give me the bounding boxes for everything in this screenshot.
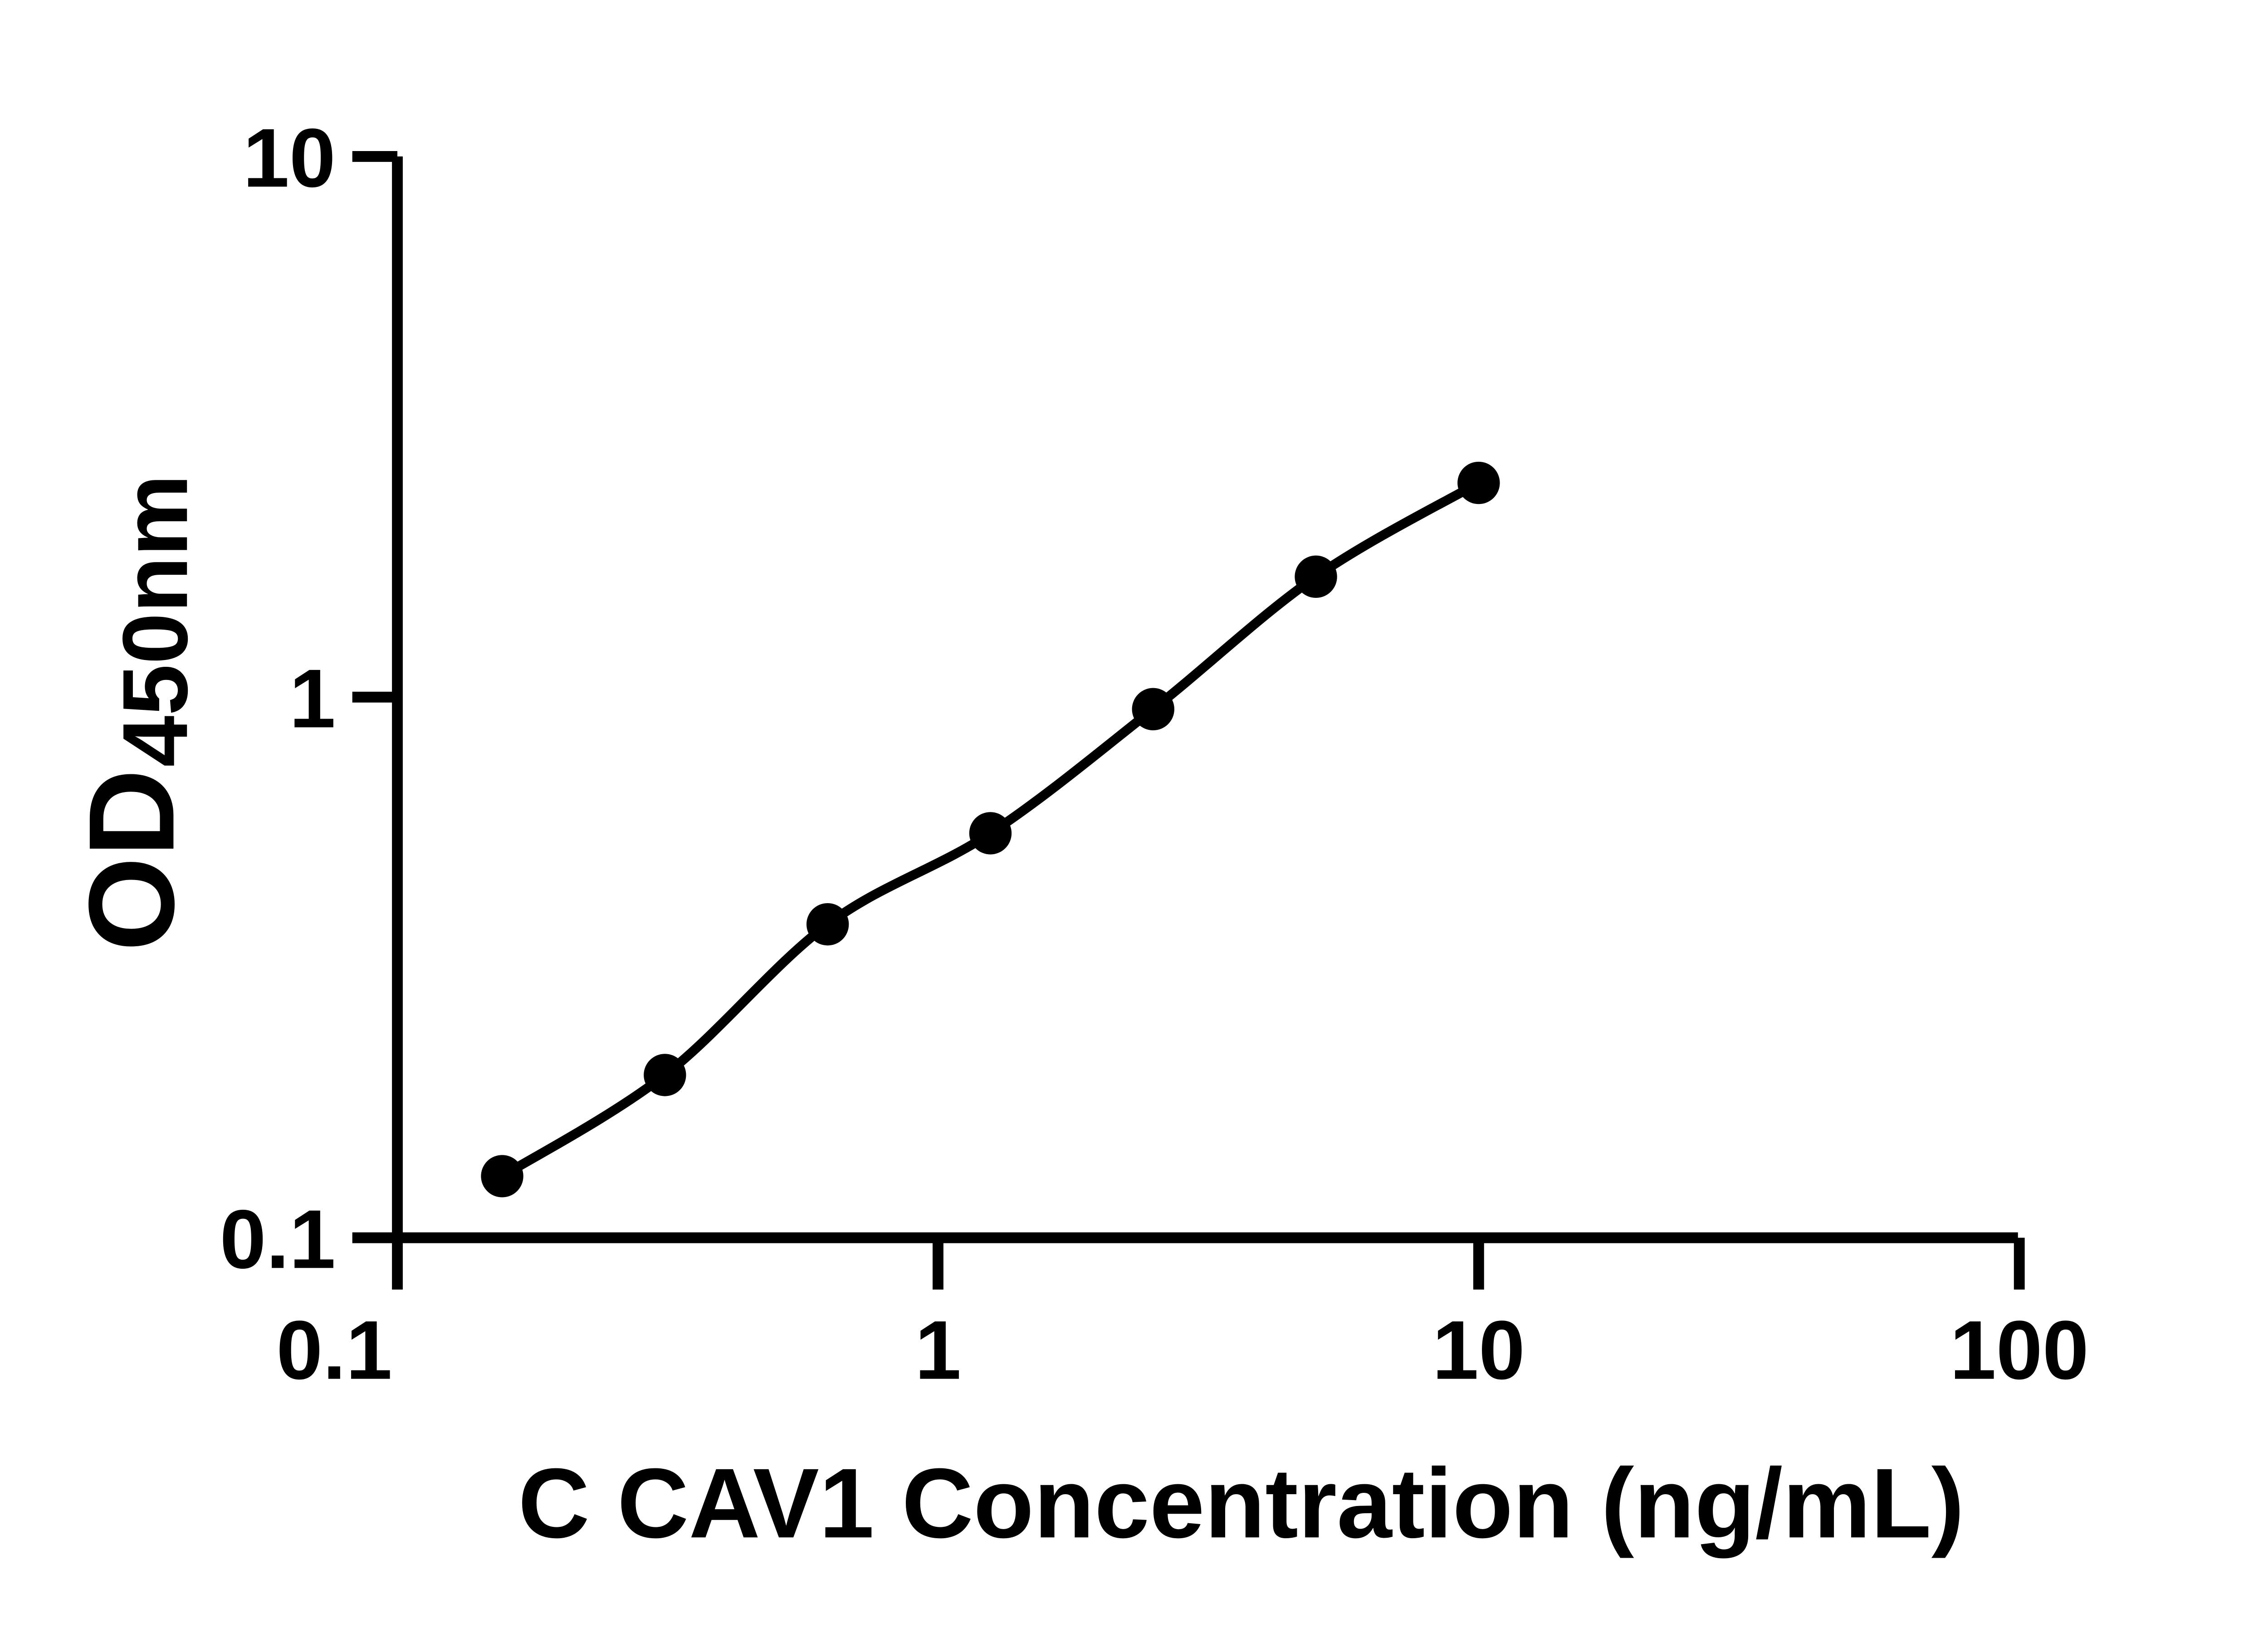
y-axis-tick-labels: 0.1 1 10: [220, 111, 336, 1286]
y-tick-label: 0.1: [220, 1193, 336, 1286]
data-point-marker: [481, 1155, 523, 1198]
axes-frame: [392, 156, 2018, 1243]
y-tick-label: 1: [289, 652, 336, 745]
y-axis-title-sub: 450nm: [104, 474, 207, 767]
y-axis-title-main: OD: [63, 769, 199, 951]
data-point-marker: [1457, 461, 1500, 504]
x-tick-label: 100: [1950, 1304, 2089, 1397]
y-axis-ticks: [352, 151, 398, 1243]
data-point-marker: [1132, 688, 1174, 731]
data-points: [481, 461, 1500, 1198]
x-tick-label: 0.1: [276, 1304, 392, 1397]
x-axis-tick-labels: 0.1 1 10 100: [276, 1304, 2089, 1397]
data-point-marker: [1295, 555, 1337, 598]
y-tick-label: 10: [243, 111, 336, 204]
x-axis-title: C CAV1 Concentration (ng/mL): [518, 1448, 1964, 1559]
x-axis-ticks: [392, 1237, 2025, 1290]
y-axis-title: OD 450nm: [63, 474, 207, 952]
data-point-marker: [969, 812, 1012, 855]
x-tick-label: 10: [1432, 1304, 1525, 1397]
data-point-marker: [644, 1054, 686, 1096]
x-tick-label: 1: [915, 1304, 961, 1397]
data-point-marker: [806, 903, 849, 946]
